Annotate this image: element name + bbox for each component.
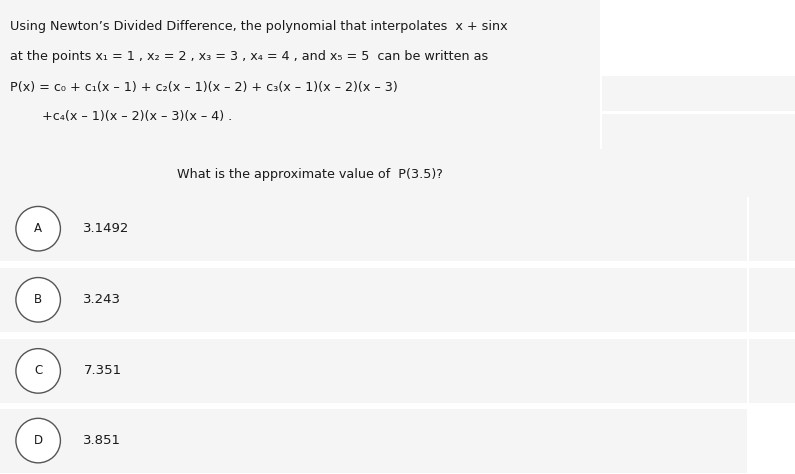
FancyBboxPatch shape (0, 409, 747, 473)
FancyBboxPatch shape (749, 339, 795, 403)
Text: D: D (33, 434, 43, 447)
Text: 3.243: 3.243 (83, 293, 122, 306)
FancyBboxPatch shape (0, 0, 600, 149)
Text: P(x) = c₀ + c₁(x – 1) + c₂(x – 1)(x – 2) + c₃(x – 1)(x – 2)(x – 3): P(x) = c₀ + c₁(x – 1) + c₂(x – 1)(x – 2)… (10, 81, 398, 94)
FancyBboxPatch shape (0, 339, 747, 403)
FancyBboxPatch shape (749, 268, 795, 332)
Text: C: C (34, 365, 42, 377)
Ellipse shape (16, 349, 60, 393)
Text: A: A (34, 222, 42, 235)
Ellipse shape (16, 419, 60, 463)
Text: +c₄(x – 1)(x – 2)(x – 3)(x – 4) .: +c₄(x – 1)(x – 2)(x – 3)(x – 4) . (10, 109, 233, 123)
Ellipse shape (16, 207, 60, 251)
FancyBboxPatch shape (0, 197, 747, 261)
Text: 3.851: 3.851 (83, 434, 122, 447)
FancyBboxPatch shape (602, 114, 795, 149)
Text: Using Newton’s Divided Difference, the polynomial that interpolates  x + sinx: Using Newton’s Divided Difference, the p… (10, 19, 508, 33)
Text: B: B (34, 293, 42, 306)
FancyBboxPatch shape (749, 197, 795, 261)
Text: 7.351: 7.351 (83, 365, 122, 377)
Text: 3.1492: 3.1492 (83, 222, 130, 235)
Text: at the points x₁ = 1 , x₂ = 2 , x₃ = 3 , x₄ = 4 , and x₅ = 5  can be written as: at the points x₁ = 1 , x₂ = 2 , x₃ = 3 ,… (10, 50, 489, 64)
FancyBboxPatch shape (0, 268, 747, 332)
FancyBboxPatch shape (0, 149, 795, 197)
Text: What is the approximate value of  P(3.5)?: What is the approximate value of P(3.5)? (177, 168, 443, 181)
Ellipse shape (16, 278, 60, 322)
FancyBboxPatch shape (602, 76, 795, 111)
